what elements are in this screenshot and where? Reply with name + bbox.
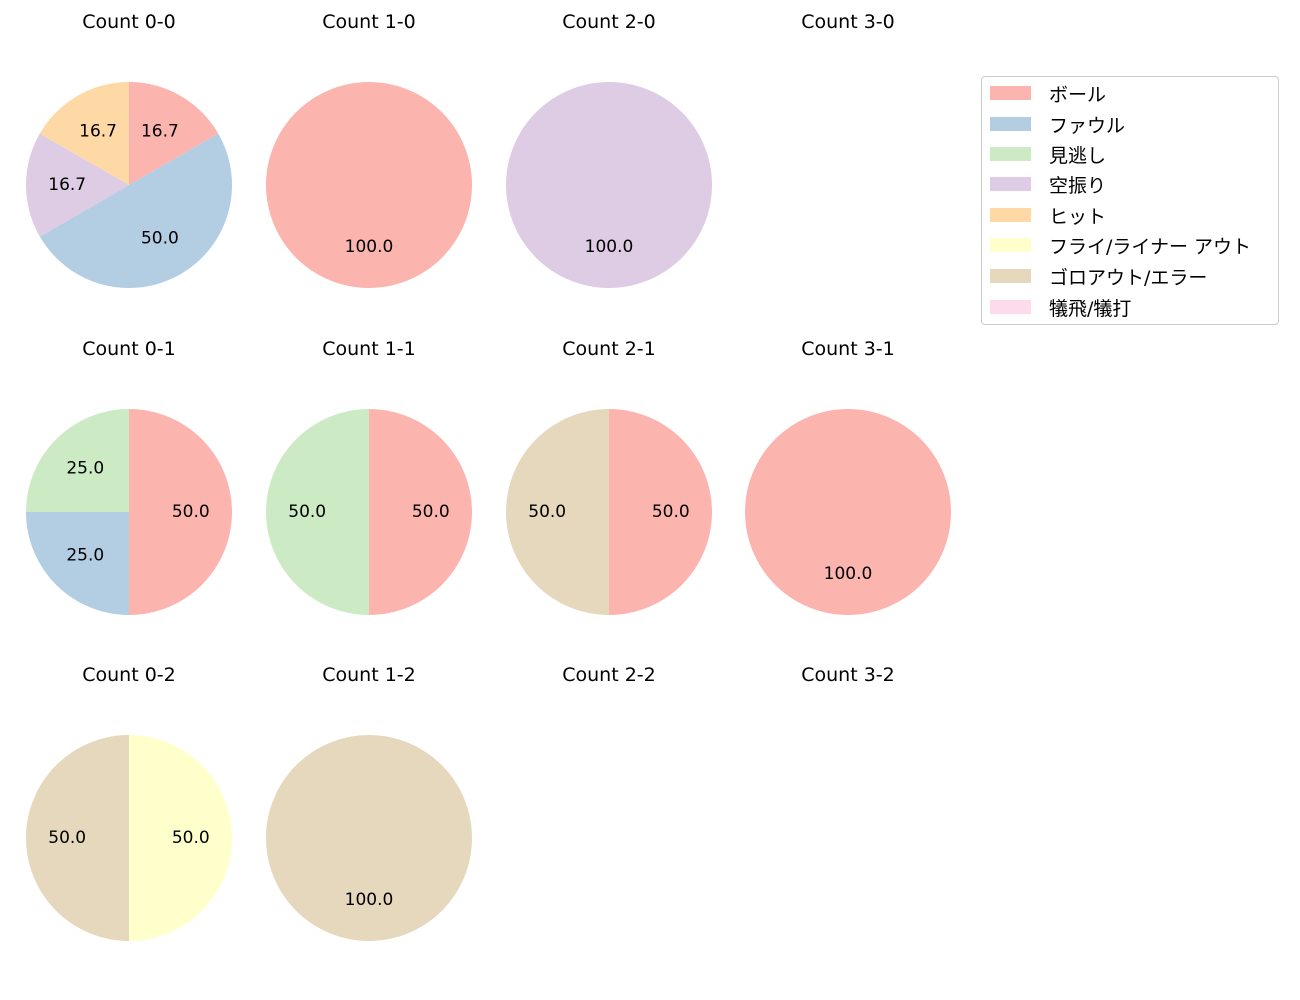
chart-legend: ボール ファウル 見逃し 空振り ヒット フライ/ライナー アウト ゴロアウト/…: [981, 76, 1279, 325]
pie-value-label: 16.7: [48, 175, 86, 195]
pie-title: Count 2-2: [562, 664, 656, 686]
pie-slice: [369, 409, 472, 615]
pie-slice: [129, 735, 232, 941]
pie-value-label: 50.0: [172, 828, 210, 848]
legend-item: ヒット: [990, 200, 1106, 230]
pie-title: Count 0-2: [82, 664, 176, 686]
pie-slice: [266, 735, 472, 941]
pie-value-label: 50.0: [412, 502, 450, 522]
pie-slice: [506, 82, 712, 288]
legend-label: 犠飛/犠打: [1049, 297, 1132, 320]
pie-slice: [266, 409, 369, 615]
legend-item: 犠飛/犠打: [990, 292, 1131, 322]
legend-swatch: [990, 269, 1031, 283]
legend-label: ヒット: [1049, 205, 1107, 228]
pie-slice: [39, 133, 232, 288]
pie-title: Count 1-2: [322, 664, 416, 686]
pie-value-label: 16.7: [141, 121, 179, 141]
pie-slice: [609, 409, 712, 615]
legend-label: 見逃し: [1049, 144, 1107, 167]
legend-label: ボール: [1049, 83, 1107, 106]
legend-swatch: [990, 86, 1031, 100]
legend-swatch: [990, 300, 1031, 314]
pie-slice: [129, 82, 219, 185]
pie-value-label: 50.0: [172, 502, 210, 522]
pie-value-label: 16.7: [79, 121, 117, 141]
legend-swatch: [990, 238, 1031, 252]
pie-value-label: 50.0: [288, 502, 326, 522]
pie-slice: [266, 82, 472, 288]
legend-swatch: [990, 117, 1031, 131]
pie-slice: [129, 409, 232, 615]
legend-label: フライ/ライナー アウト: [1049, 235, 1252, 258]
pie-title: Count 3-1: [801, 338, 895, 360]
legend-item: 空振り: [990, 169, 1106, 199]
pie-value-label: 50.0: [48, 828, 86, 848]
pie-value-label: 50.0: [528, 502, 566, 522]
pie-slice: [26, 512, 129, 615]
pie-title: Count 2-0: [562, 11, 656, 33]
legend-label: 空振り: [1049, 174, 1107, 197]
pie-value-label: 25.0: [66, 546, 104, 566]
pie-slice: [26, 409, 129, 512]
pie-slice: [506, 409, 609, 615]
pie-slice: [25, 133, 129, 237]
pie-title: Count 0-1: [82, 338, 176, 360]
pie-value-label: 100.0: [824, 564, 873, 584]
pie-slice: [26, 735, 129, 941]
pie-value-label: 50.0: [652, 502, 690, 522]
legend-item: ファウル: [990, 109, 1125, 139]
pie-slice: [745, 409, 951, 615]
pie-slice: [39, 82, 129, 185]
legend-swatch: [990, 177, 1031, 191]
pie-title: Count 1-0: [322, 11, 416, 33]
pie-title: Count 3-2: [801, 664, 895, 686]
legend-swatch: [990, 208, 1031, 222]
legend-item: フライ/ライナー アウト: [990, 230, 1251, 260]
pie-title: Count 0-0: [82, 11, 176, 33]
pie-value-label: 100.0: [585, 237, 634, 257]
legend-item: 見逃し: [990, 139, 1106, 169]
legend-label: ファウル: [1049, 114, 1126, 137]
pie-value-label: 100.0: [345, 237, 394, 257]
legend-swatch: [990, 147, 1031, 161]
legend-label: ゴロアウト/エラー: [1049, 266, 1208, 289]
pie-title: Count 2-1: [562, 338, 656, 360]
pie-value-label: 25.0: [66, 458, 104, 478]
pie-title: Count 1-1: [322, 338, 416, 360]
pie-value-label: 100.0: [345, 890, 394, 910]
pie-value-label: 50.0: [141, 229, 179, 249]
legend-item: ボール: [990, 78, 1106, 108]
pie-title: Count 3-0: [801, 11, 895, 33]
legend-item: ゴロアウト/エラー: [990, 261, 1207, 291]
